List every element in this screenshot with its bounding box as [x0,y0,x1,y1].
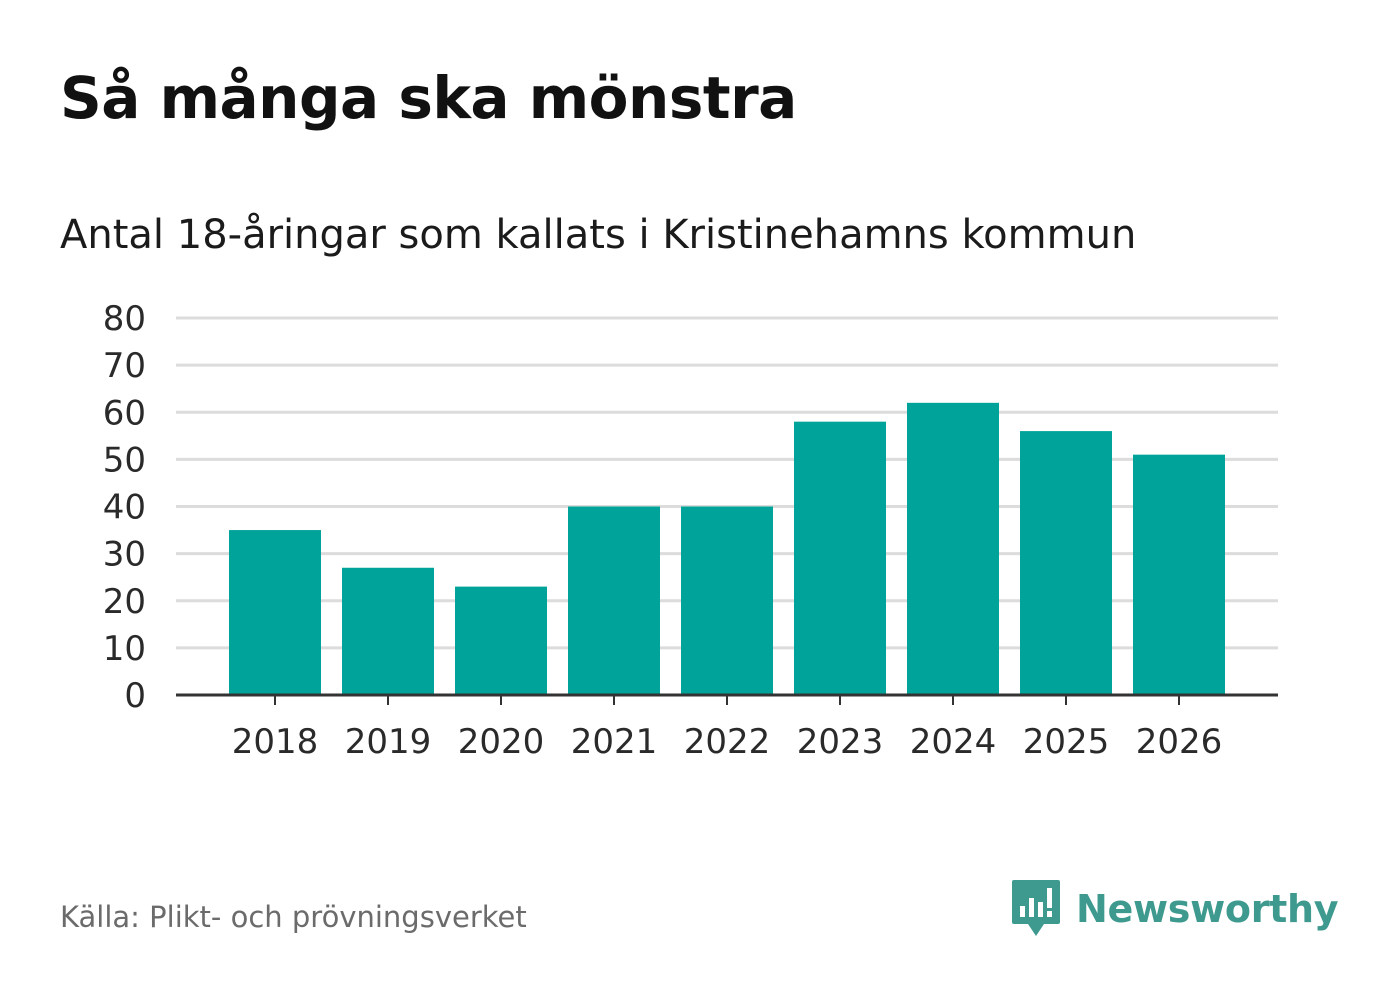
x-tick-label: 2023 [797,722,884,762]
chart-subtitle: Antal 18-åringar som kallats i Kristineh… [60,212,1137,258]
bar-2022 [681,506,773,695]
x-tick-label: 2022 [684,722,771,762]
x-tick-label: 2021 [571,722,658,762]
y-tick-label: 80 [103,299,146,339]
x-tick-label: 2018 [232,722,319,762]
y-tick-label: 20 [103,582,146,622]
axes: 0 10 20 30 40 50 60 70 80 2018 2019 2020 2021 2022 202… [103,299,1278,762]
y-tick-label: 50 [103,440,146,480]
bar-2026 [1133,454,1225,695]
bar-chart: 0 10 20 30 40 50 60 70 80 2018 2019 2020 2021 2022 202… [103,299,1278,762]
y-tick-label: 60 [103,393,146,433]
y-tick-label: 30 [103,535,146,575]
x-tick-label: 2024 [910,722,997,762]
bar-2019 [342,567,434,695]
chart-title: Så många ska mönstra [60,64,797,132]
x-tick-label: 2019 [345,722,432,762]
x-tick-label: 2026 [1136,722,1223,762]
bar-2018 [229,530,321,695]
y-tick-label: 0 [124,676,146,716]
bar-2023 [794,421,886,695]
newsworthy-chart-bubble-icon [1012,880,1060,936]
x-tick-label: 2020 [458,722,545,762]
y-tick-label: 70 [103,346,146,386]
bar-2020 [455,586,547,695]
brand-name: Newsworthy [1076,887,1339,931]
bar-2024 [907,402,999,695]
brand: Newsworthy [1010,878,1339,940]
bar-2021 [568,506,660,695]
bars [229,402,1225,695]
bar-2025 [1020,431,1112,695]
x-tick-label: 2025 [1023,722,1110,762]
y-tick-label: 40 [103,488,146,528]
source-note: Källa: Plikt- och prövningsverket [60,900,527,934]
y-tick-label: 10 [103,629,146,669]
